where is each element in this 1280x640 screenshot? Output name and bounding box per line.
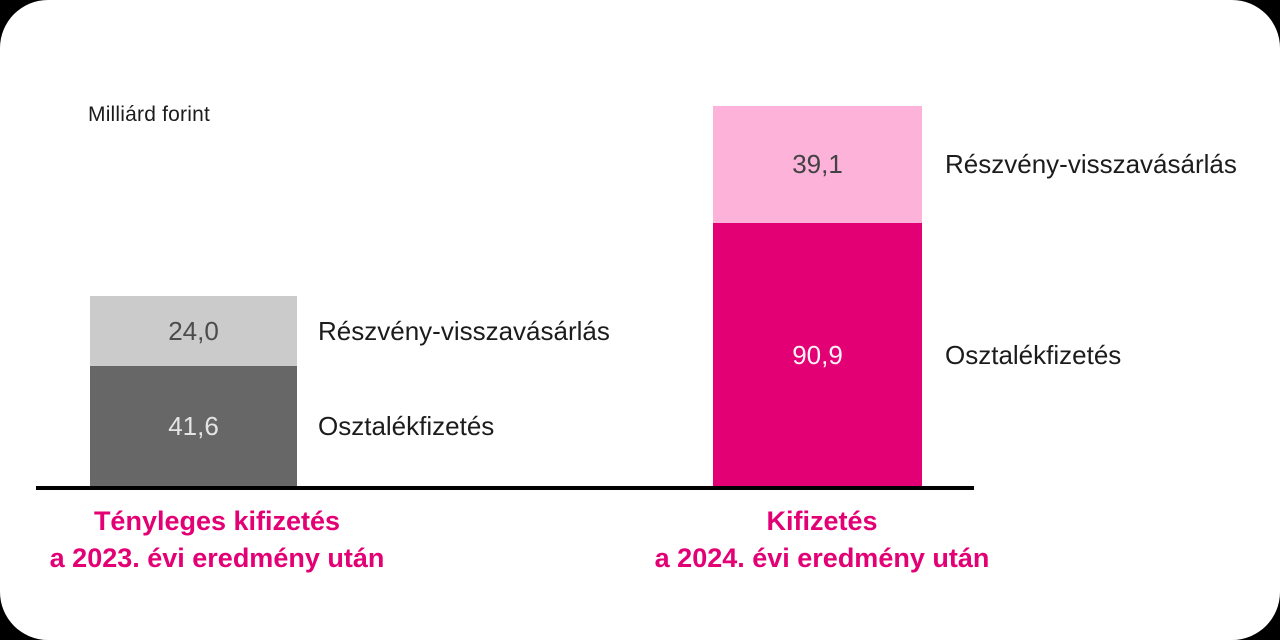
series-label-2024-dividend: Osztalékfizetés — [945, 339, 1122, 370]
category-caption-2023-line1: Tényleges kifizetés — [93, 506, 341, 536]
bar-segment-2023-dividend: 41,6 — [90, 366, 297, 487]
category-caption-2024: Kifizetés a 2024. évi eredmény után — [632, 503, 1012, 577]
bar-segment-2024-dividend: 90,9 — [713, 223, 922, 487]
bar-segment-2023-buyback: 24,0 — [90, 296, 297, 366]
category-caption-2024-line1: Kifizetés — [766, 506, 878, 536]
series-label-2023-buyback: Részvény-visszavásárlás — [318, 315, 610, 346]
unit-label: Milliárd forint — [88, 103, 211, 126]
value-label-2023-dividend: 41,6 — [168, 411, 219, 441]
bar-segment-2024-buyback: 39,1 — [713, 106, 922, 223]
category-caption-2024-line2: a 2024. évi eredmény után — [654, 543, 990, 573]
category-caption-2023-line2: a 2023. évi eredmény után — [49, 543, 385, 573]
category-caption-2023: Tényleges kifizetés a 2023. évi eredmény… — [27, 503, 407, 577]
series-label-2024-buyback: Részvény-visszavásárlás — [945, 149, 1237, 179]
value-label-2023-buyback: 24,0 — [168, 315, 219, 346]
value-label-2024-dividend: 90,9 — [792, 339, 843, 370]
series-label-2023-dividend: Osztalékfizetés — [318, 411, 495, 441]
value-label-2024-buyback: 39,1 — [792, 149, 843, 179]
x-axis-baseline — [36, 486, 974, 490]
